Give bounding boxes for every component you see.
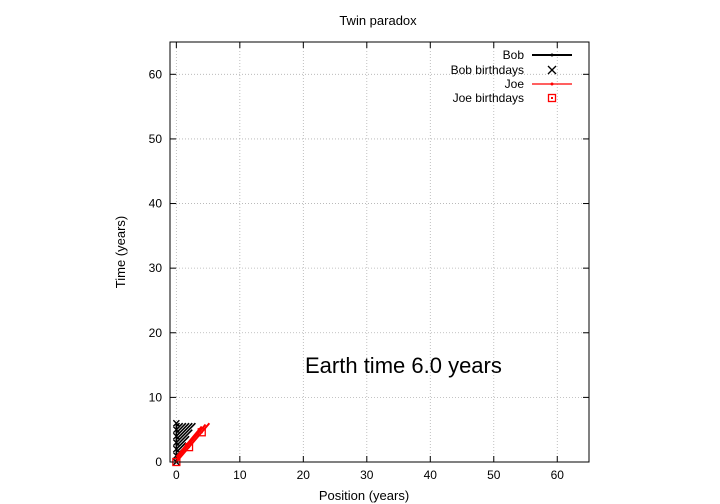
cross-stroke [172, 426, 180, 434]
x-tick-label: 20 [297, 468, 311, 482]
y-axis-label: Time (years) [113, 216, 128, 288]
worldline-segment [175, 423, 207, 461]
legend-point-sample [550, 53, 554, 57]
legend-item: Bob birthdays [451, 63, 557, 77]
legend-item: Joe [505, 77, 572, 91]
worldline-segment [175, 425, 203, 458]
square-dot [200, 431, 203, 434]
birthday-marker [172, 432, 180, 440]
x-tick-label: 10 [233, 468, 247, 482]
grid [170, 42, 589, 463]
birthday-marker [172, 426, 180, 434]
legend-cross-sample [547, 65, 557, 75]
y-tick-label: 30 [149, 261, 163, 275]
birthday-marker [172, 445, 180, 453]
y-tick-label: 60 [149, 67, 163, 81]
cross-stroke [172, 419, 180, 427]
birthday-marker [197, 428, 206, 437]
legend-item: Bob [503, 48, 572, 62]
chart-title: Twin paradox [339, 13, 417, 28]
y-tick-label: 0 [155, 455, 162, 469]
worldline-segment [175, 422, 196, 444]
cross-stroke [172, 432, 180, 440]
x-tick-label: 50 [487, 468, 501, 482]
legend-point-sample [550, 82, 554, 86]
legend-label: Joe [505, 77, 525, 91]
y-tick-label: 20 [149, 326, 163, 340]
y-tick-label: 10 [149, 390, 163, 404]
legend-item: Joe birthdays [453, 91, 557, 105]
square-outline [197, 428, 206, 437]
legend-label: Bob [503, 48, 525, 62]
x-tick-label: 30 [360, 468, 374, 482]
axis-ticks: 0 10 20 30 40 50 60 0 10 20 30 40 50 60 [149, 42, 589, 482]
square-dot [551, 97, 553, 99]
worldline-segment [175, 429, 193, 447]
y-tick-label: 50 [149, 132, 163, 146]
legend-label: Joe birthdays [453, 91, 524, 105]
cross-stroke [172, 439, 180, 447]
series-joe [175, 422, 211, 463]
cross-stroke [547, 65, 557, 75]
earth-time-annotation: Earth time 6.0 years [305, 353, 502, 378]
cross-stroke [172, 445, 180, 453]
x-tick-label: 0 [173, 468, 180, 482]
birthday-marker [172, 419, 180, 427]
series-layer [172, 419, 211, 467]
birthday-marker [172, 439, 180, 447]
square-outline [184, 442, 194, 452]
square-dot [188, 446, 191, 449]
legend-label: Bob birthdays [451, 63, 524, 77]
legend-square-sample [547, 93, 557, 103]
y-tick-label: 40 [149, 197, 163, 211]
x-axis-label: Position (years) [319, 488, 409, 503]
plot-frame [169, 41, 590, 463]
birthday-marker [184, 442, 194, 452]
worldline-segment [175, 422, 211, 463]
x-tick-label: 40 [424, 468, 438, 482]
x-tick-label: 60 [551, 468, 565, 482]
square-outline [547, 93, 557, 103]
worldline-segment [175, 422, 193, 440]
